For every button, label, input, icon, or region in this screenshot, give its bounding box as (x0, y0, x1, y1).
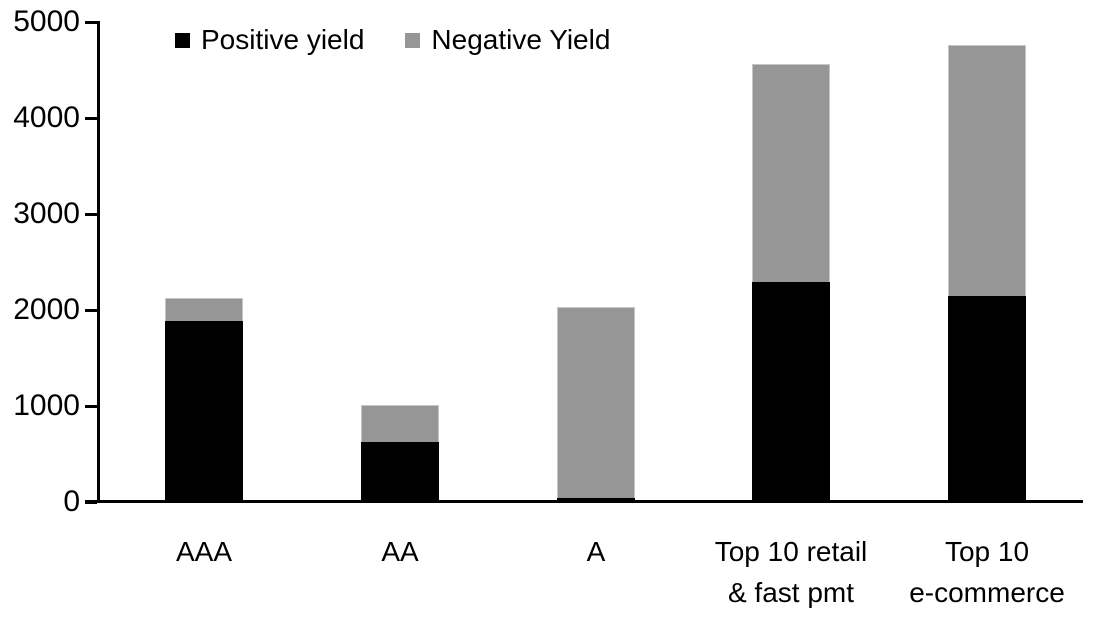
bar-segment-negative-yield (165, 298, 243, 321)
y-tick-label: 3000 (13, 197, 80, 230)
y-tick-mark (85, 309, 97, 312)
bar-segment-negative-yield (361, 405, 439, 443)
y-tick-label: 4000 (13, 101, 80, 134)
y-tick-mark (85, 21, 97, 24)
legend: Positive yield Negative Yield (175, 24, 610, 56)
bar-segment-positive-yield (361, 442, 439, 502)
bar-segment-positive-yield (948, 295, 1026, 502)
x-category-label: Top 10 retail & fast pmt (714, 536, 868, 608)
y-tick-mark (85, 117, 97, 120)
bar-segment-negative-yield (752, 64, 830, 283)
legend-label: Negative Yield (431, 24, 611, 55)
positive-yield-swatch-icon (175, 32, 190, 48)
bar-segment-positive-yield (165, 320, 243, 502)
x-category-label: AA (381, 536, 419, 567)
x-category-label: AAA (175, 536, 233, 567)
y-axis-line (97, 21, 100, 503)
x-category-label: Top 10 e-commerce (909, 536, 1065, 608)
bar-segment-negative-yield (948, 45, 1026, 296)
y-tick-label: 5000 (13, 5, 80, 38)
legend-item-positive-yield: Positive yield (175, 24, 364, 56)
x-category-label: A (586, 536, 606, 567)
legend-label: Positive yield (201, 24, 365, 55)
bar-segment-negative-yield (557, 307, 635, 499)
y-tick-mark (85, 405, 97, 408)
bar-segment-positive-yield (557, 498, 635, 502)
negative-yield-swatch-icon (405, 32, 421, 48)
y-tick-label: 1000 (13, 389, 80, 422)
bar-segment-positive-yield (752, 282, 830, 502)
legend-item-negative-yield: Negative Yield (405, 24, 610, 56)
y-tick-label: 2000 (13, 293, 80, 326)
y-tick-label: 0 (63, 485, 80, 518)
y-tick-mark (85, 213, 97, 216)
